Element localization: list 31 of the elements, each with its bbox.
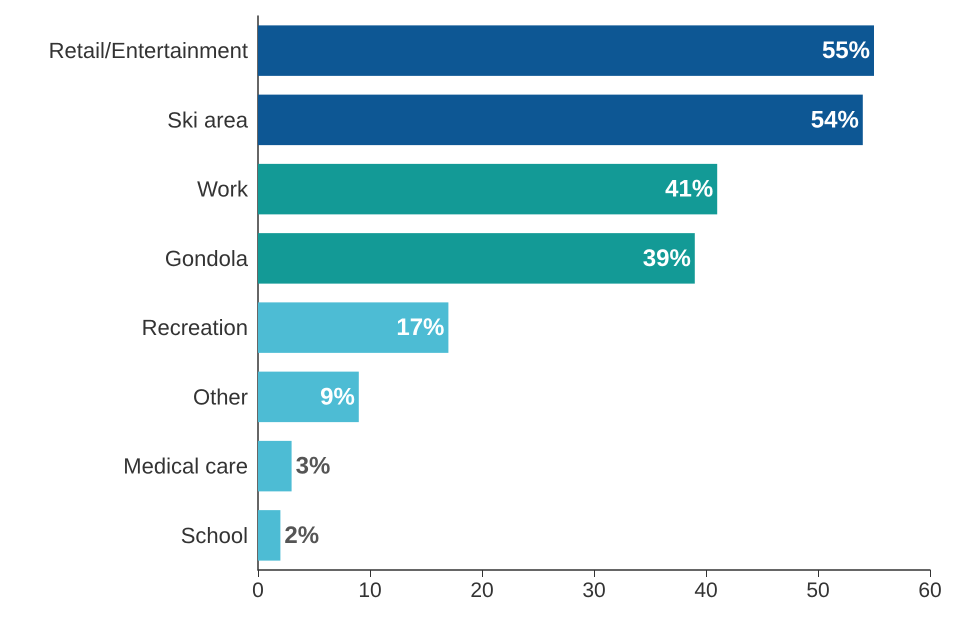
data-label: 39% — [642, 244, 691, 272]
y-tick-label: Retail/Entertainment — [48, 38, 248, 64]
x-tick-label: 20 — [470, 579, 494, 602]
data-label: 2% — [284, 522, 320, 549]
x-tick-label: 30 — [582, 579, 606, 602]
bar — [258, 25, 874, 76]
bar — [258, 372, 359, 422]
y-tick-label: Ski area — [167, 107, 249, 132]
bar — [258, 233, 695, 284]
y-tick-label: Recreation — [142, 315, 248, 340]
bar — [258, 440, 292, 492]
bar — [258, 94, 863, 146]
y-tick-label: Other — [192, 384, 248, 410]
x-tick-label: 60 — [918, 579, 942, 602]
y-tick-label: Medical care — [123, 454, 248, 479]
x-tick-label: 40 — [694, 579, 718, 602]
data-label: 41% — [665, 176, 714, 203]
data-label: 55% — [822, 37, 870, 64]
x-tick-label: 50 — [806, 579, 830, 602]
data-label: 3% — [296, 452, 330, 480]
y-tick-label: Gondola — [164, 246, 249, 271]
y-tick-label: Work — [197, 176, 249, 202]
data-label: 54% — [810, 106, 859, 134]
bar — [258, 164, 718, 214]
y-tick-label: School — [180, 522, 248, 548]
bar — [258, 302, 448, 353]
x-tick-label: 10 — [358, 579, 382, 602]
bar — [258, 510, 280, 561]
data-label: 9% — [320, 383, 355, 410]
x-tick-label: 0 — [252, 579, 264, 602]
data-label: 17% — [396, 314, 444, 342]
